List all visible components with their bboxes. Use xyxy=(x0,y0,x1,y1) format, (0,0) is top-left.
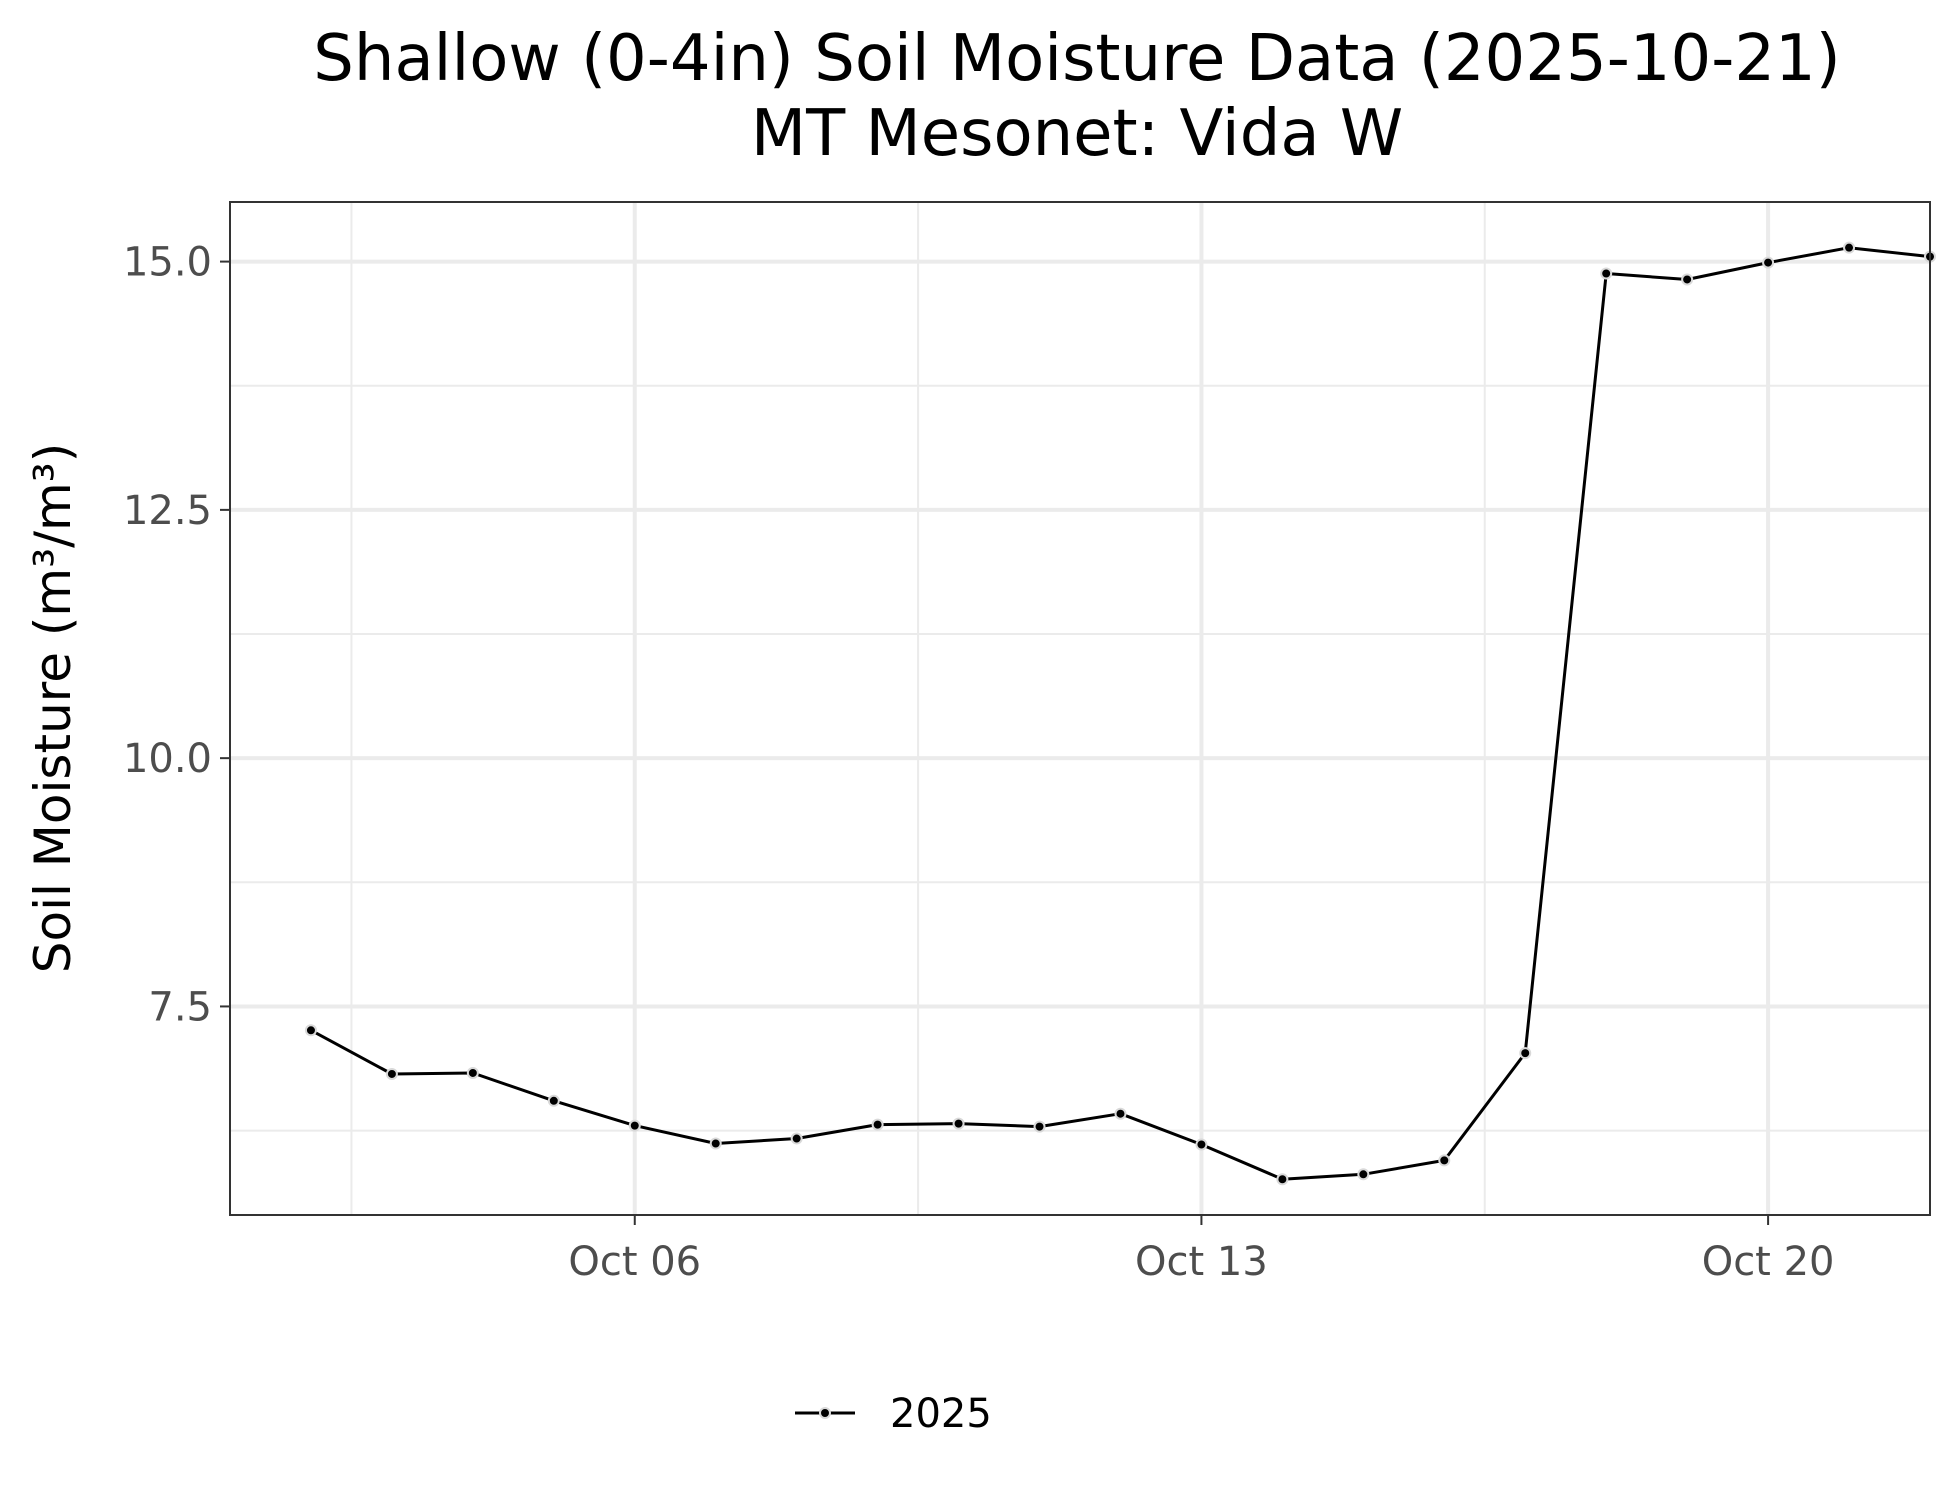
minor-gridlines xyxy=(230,202,1930,1215)
y-axis: 7.5 10.0 12.5 15.0 xyxy=(123,240,230,1030)
data-point xyxy=(1033,1120,1046,1133)
y-axis-title: Soil Moisture (m³/m³) xyxy=(24,443,82,973)
series-layer xyxy=(304,241,1936,1186)
data-point xyxy=(871,1118,884,1131)
data-point xyxy=(1762,256,1775,269)
chart-subtitle: MT Mesonet: Vida W xyxy=(751,97,1403,171)
x-tick-label: Oct 20 xyxy=(1702,1239,1835,1285)
plot-panel-border xyxy=(229,201,1931,1216)
data-point xyxy=(1843,241,1856,254)
data-point xyxy=(547,1094,560,1107)
data-point xyxy=(790,1132,803,1145)
data-point xyxy=(1681,273,1694,286)
data-point xyxy=(1276,1173,1289,1186)
data-point xyxy=(1114,1107,1127,1120)
y-tick-label: 7.5 xyxy=(148,984,212,1030)
y-tick-label: 10.0 xyxy=(123,736,212,782)
data-point xyxy=(1519,1047,1532,1060)
data-point xyxy=(1357,1168,1370,1181)
x-axis: Oct 06 Oct 13 Oct 20 xyxy=(568,1215,1834,1285)
data-point xyxy=(304,1024,317,1037)
legend-key-point xyxy=(819,1407,831,1419)
legend: 2025 xyxy=(795,1391,992,1437)
x-tick-label: Oct 06 xyxy=(568,1239,701,1285)
x-tick-label: Oct 13 xyxy=(1135,1239,1268,1285)
data-point xyxy=(1438,1154,1451,1167)
data-point xyxy=(628,1119,641,1132)
data-point xyxy=(385,1067,398,1080)
legend-label: 2025 xyxy=(890,1391,992,1437)
y-tick-label: 12.5 xyxy=(123,488,212,534)
chart-title: Shallow (0-4in) Soil Moisture Data (2025… xyxy=(313,22,1840,96)
data-point xyxy=(466,1066,479,1079)
data-point xyxy=(709,1137,722,1150)
major-gridlines xyxy=(230,202,1930,1215)
data-point xyxy=(952,1117,965,1130)
data-point xyxy=(1600,267,1613,280)
data-point xyxy=(1195,1138,1208,1151)
y-tick-label: 15.0 xyxy=(123,240,212,286)
